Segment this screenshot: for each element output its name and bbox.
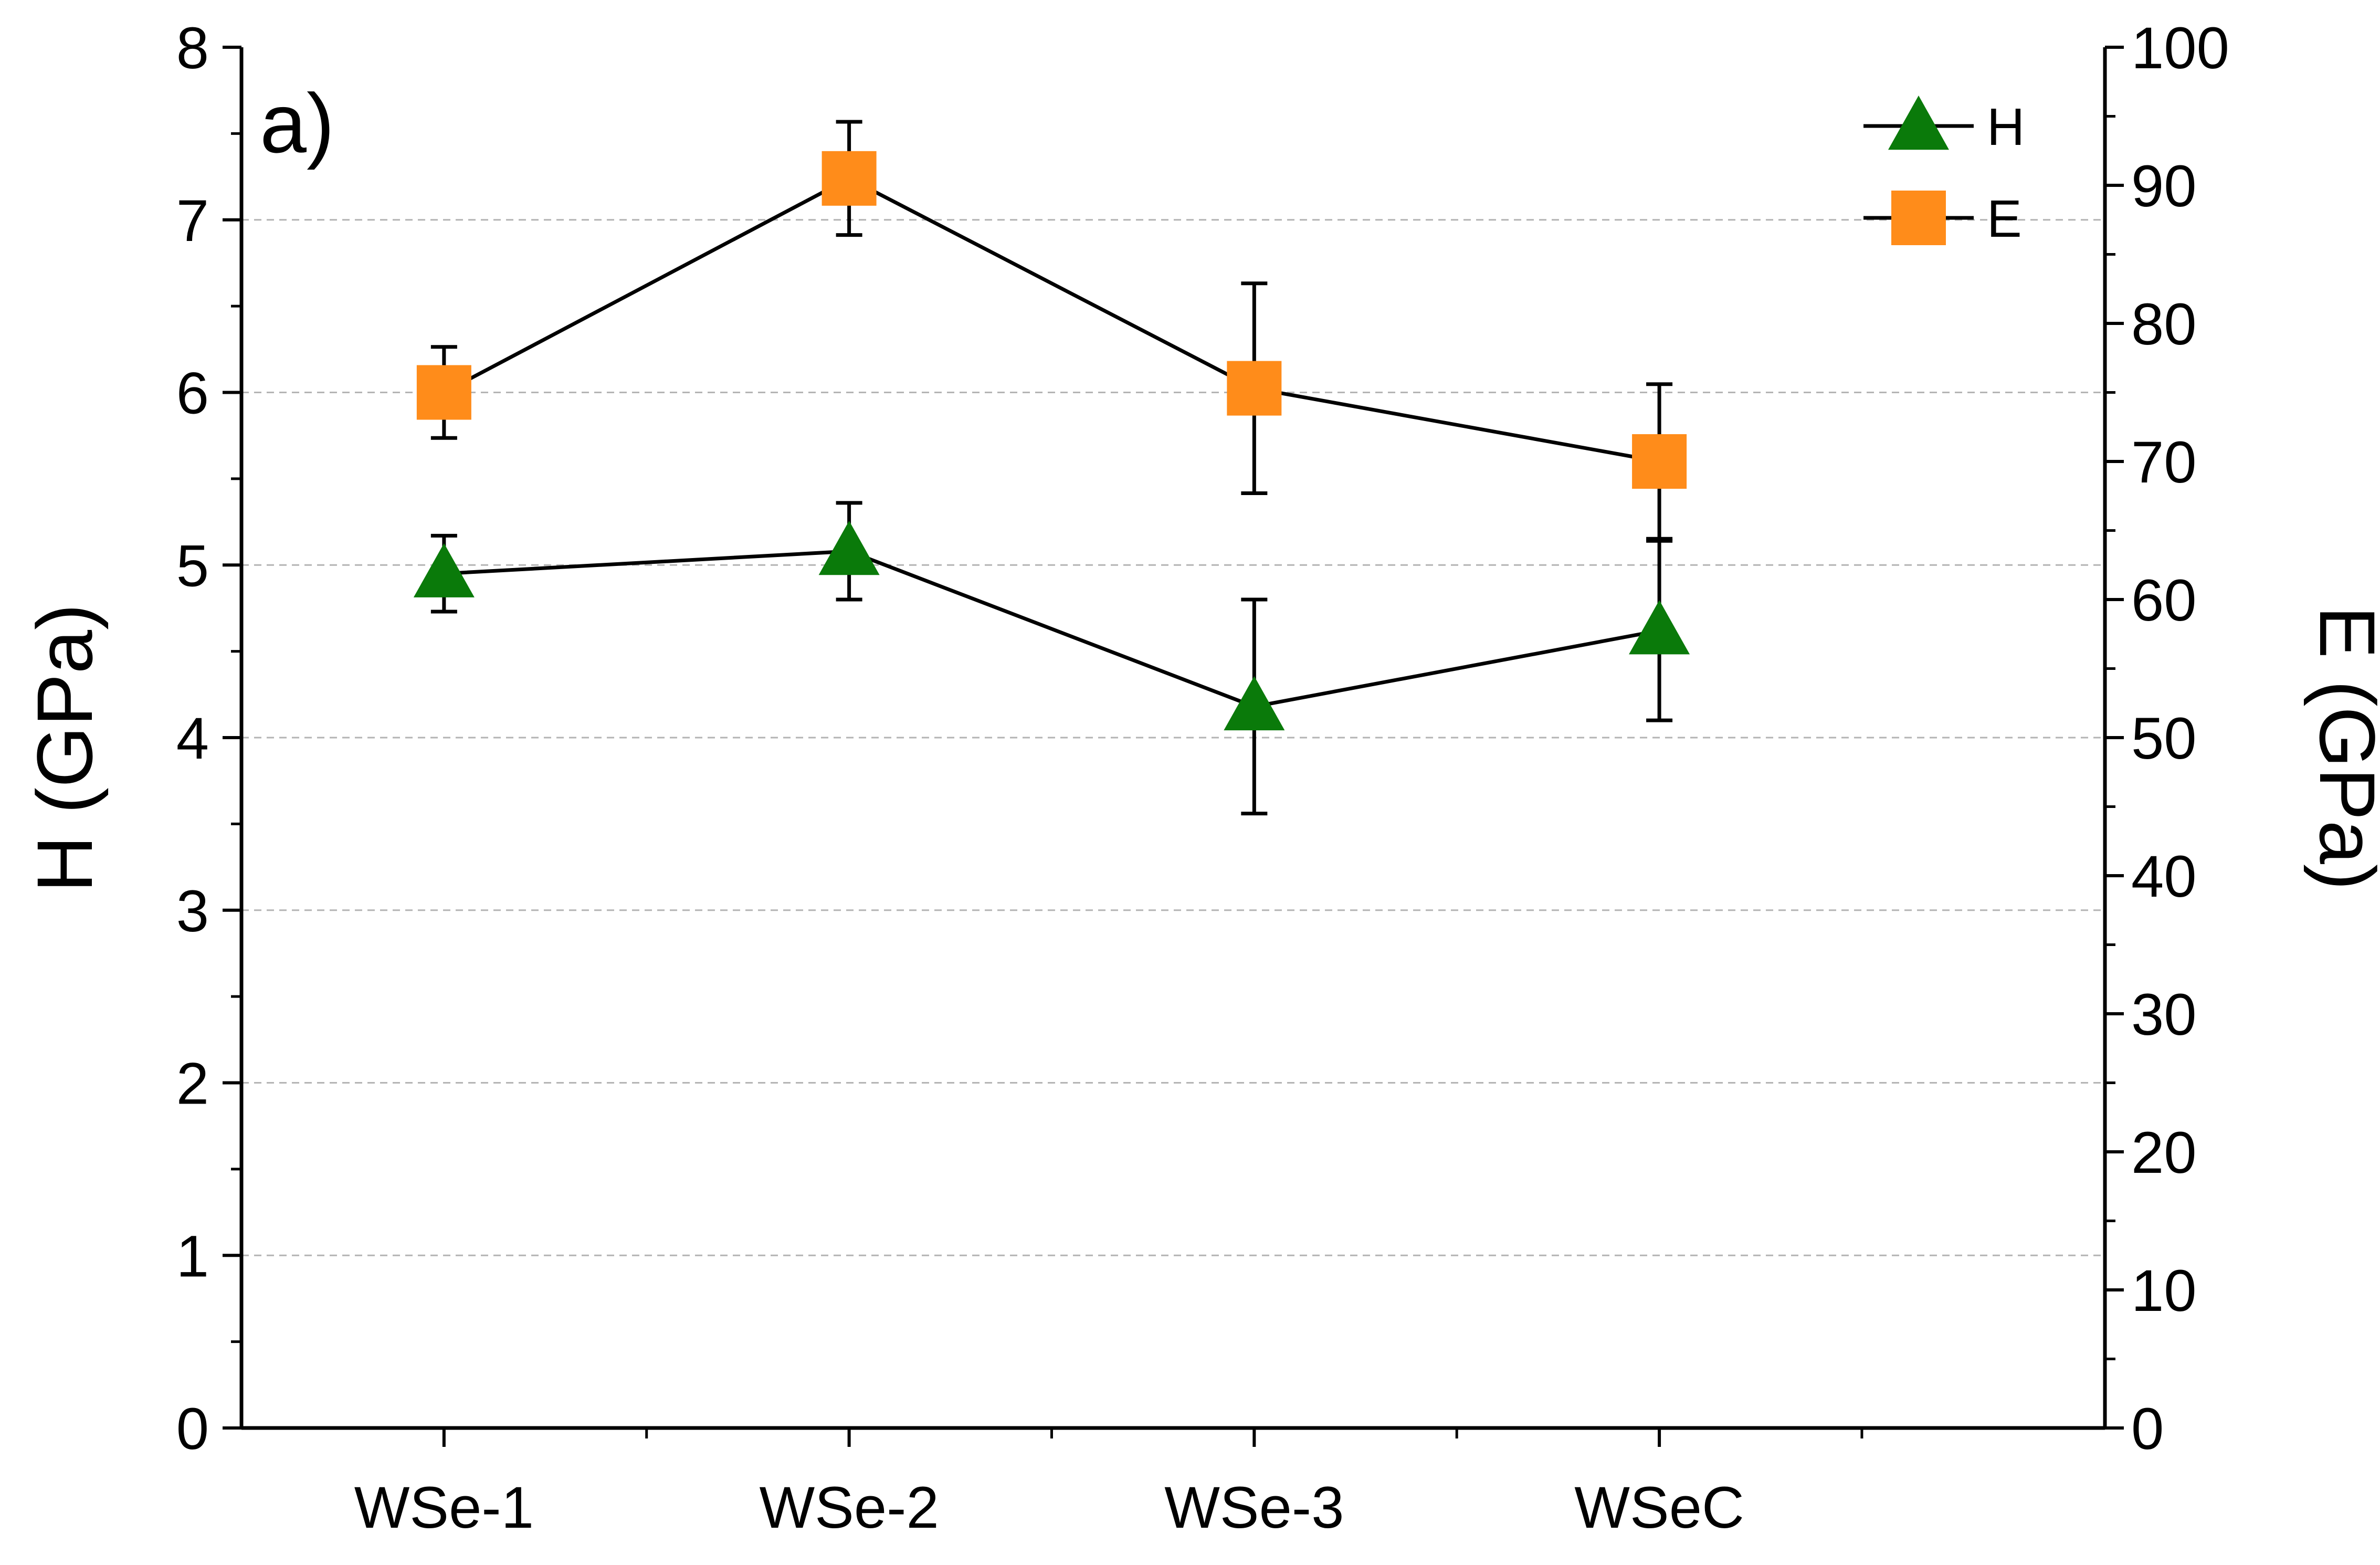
right-axis-ticks: 0 10 20 30 40 50 60 70 80 90 100 [2105,15,2229,1462]
legend-label: E [1987,190,2022,248]
left-tick-label: 8 [176,15,209,81]
data-point-triangle [1224,676,1285,731]
series-E [416,120,1687,541]
grid-lines [241,219,2105,1256]
right-tick-label: 80 [2131,291,2197,357]
left-axis-ticks: 0 1 2 3 4 5 6 7 8 [176,15,241,1462]
legend-label: H [1987,98,2025,156]
x-tick-label: WSe-2 [759,1475,939,1540]
left-tick-label: 3 [176,878,209,944]
series-H [413,501,1690,816]
left-tick-label: 5 [176,533,209,598]
left-tick-label: 4 [176,706,209,771]
right-tick-label: 60 [2131,568,2197,633]
x-axis-ticks: WSe-1 WSe-2 WSe-3 WSeC [354,1428,1863,1540]
legend: HE [1863,96,2025,248]
right-tick-label: 100 [2131,15,2229,81]
data-point-triangle [818,520,880,575]
right-tick-label: 40 [2131,844,2197,909]
left-axis-title: H (GPa) [20,604,109,892]
data-point-square [1632,434,1687,489]
right-axis-title: E (GPa) [2303,606,2380,890]
left-tick-label: 7 [176,188,209,254]
legend-triangle-marker [1888,96,1949,150]
data-point-square [1227,361,1282,416]
left-tick-label: 0 [176,1396,209,1462]
series-line [444,549,1660,709]
right-tick-label: 70 [2131,429,2197,495]
series-line [443,176,1660,464]
right-tick-label: 30 [2131,982,2197,1047]
data-point-triangle [413,543,475,597]
data-point-triangle [1629,600,1690,655]
plot-area [413,120,1690,816]
x-tick-label: WSeC [1574,1475,1744,1540]
left-tick-label: 6 [176,361,209,426]
right-tick-label: 90 [2131,153,2197,219]
right-tick-label: 50 [2131,706,2197,771]
left-tick-label: 1 [176,1223,209,1289]
right-tick-label: 20 [2131,1120,2197,1185]
legend-square-marker [1891,191,1946,245]
x-tick-label: WSe-3 [1164,1475,1344,1540]
data-point-square [822,151,877,206]
right-tick-label: 10 [2131,1258,2197,1324]
data-point-square [416,365,471,420]
right-tick-label: 0 [2131,1396,2164,1462]
panel-label: a) [260,76,334,170]
x-tick-label: WSe-1 [354,1475,534,1540]
left-tick-label: 2 [176,1051,209,1117]
